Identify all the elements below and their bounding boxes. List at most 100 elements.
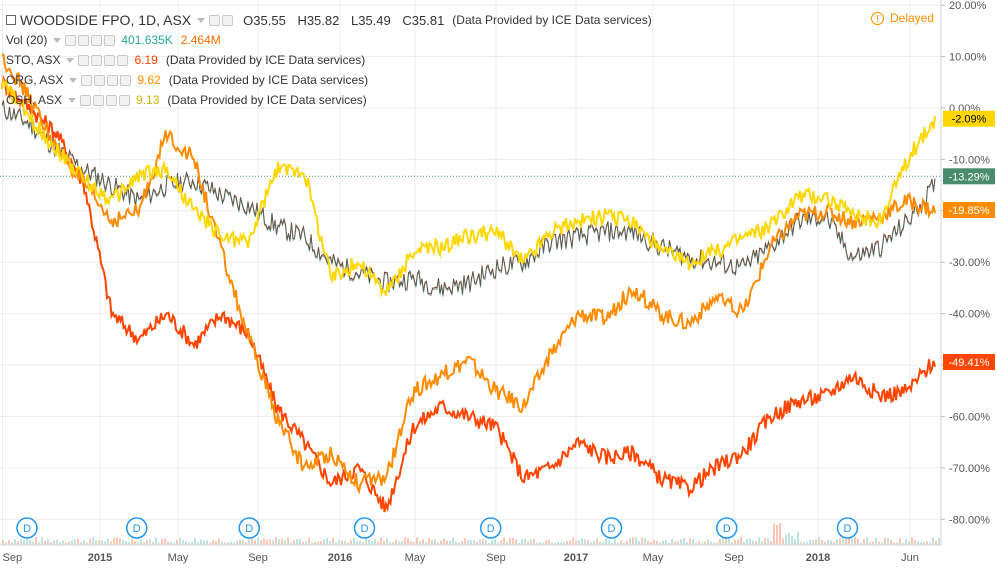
dividend-marker[interactable]: D — [125, 517, 148, 539]
plus-icon[interactable] — [104, 54, 116, 66]
volume-bar — [734, 539, 736, 545]
volume-bar — [593, 540, 595, 545]
volume-bar — [632, 537, 634, 545]
volume-bar — [329, 540, 331, 545]
volume-bar — [122, 539, 124, 545]
close-icon[interactable] — [119, 94, 131, 106]
volume-bar — [320, 541, 322, 545]
volume-bar — [314, 541, 316, 545]
volume-bar — [578, 540, 580, 545]
volume-bar — [671, 539, 673, 545]
x-tick-label: Jun — [901, 552, 919, 564]
close-icon[interactable] — [104, 34, 116, 46]
volume-bar — [152, 542, 154, 545]
volume-bar — [332, 537, 334, 545]
volume-bar — [230, 541, 232, 545]
volume-bar — [437, 542, 439, 545]
y-tick-label: -80.00% — [949, 514, 990, 526]
dividend-label: D — [843, 523, 851, 535]
volume-bar — [248, 539, 250, 545]
chevron-down-icon[interactable] — [66, 57, 75, 63]
chevron-down-icon[interactable] — [68, 97, 77, 103]
volume-bar — [518, 542, 520, 545]
close-icon[interactable] — [117, 54, 129, 66]
y-tick-label: -30.00% — [949, 257, 990, 269]
price-label: -19.85% — [943, 202, 995, 219]
eye-icon[interactable] — [209, 14, 221, 26]
chevron-down-icon[interactable] — [197, 17, 206, 23]
settings-icon[interactable] — [91, 54, 103, 66]
delayed-badge[interactable]: ! Delayed — [871, 11, 934, 25]
close-icon[interactable] — [120, 74, 132, 86]
volume-bar — [206, 540, 208, 545]
volume-bar — [239, 539, 241, 545]
price-label-bg — [943, 168, 995, 185]
volume-bar — [755, 541, 757, 545]
volume-bar — [881, 542, 883, 545]
eye-icon[interactable] — [78, 54, 90, 66]
plus-icon[interactable] — [107, 74, 119, 86]
volume-bar — [89, 538, 91, 545]
settings-icon[interactable] — [93, 94, 105, 106]
price-label-text: -49.41% — [949, 357, 990, 369]
volume-bar — [527, 541, 529, 545]
collapse-icon[interactable] — [6, 15, 16, 25]
volume-bar — [251, 537, 253, 545]
volume-bar — [458, 542, 460, 545]
volume-bar — [149, 539, 151, 545]
comparison-symbol[interactable]: STO, ASX — [6, 53, 61, 67]
eye-icon[interactable] — [81, 74, 93, 86]
dividend-marker[interactable]: D — [479, 517, 502, 539]
volume-bar — [269, 539, 271, 545]
volume-label[interactable]: Vol (20) — [6, 33, 48, 47]
chevron-down-icon[interactable] — [53, 37, 62, 43]
volume-bar — [110, 541, 112, 545]
settings-icon[interactable] — [78, 34, 90, 46]
eye-icon[interactable] — [65, 34, 77, 46]
settings-icon[interactable] — [94, 74, 106, 86]
symbol-title[interactable]: WOODSIDE FPO, 1D, ASX — [20, 12, 192, 28]
dividend-marker[interactable]: D — [715, 517, 738, 539]
plus-icon[interactable] — [106, 94, 118, 106]
volume-bar — [485, 540, 487, 545]
volume-bar — [185, 541, 187, 545]
dividend-marker[interactable]: D — [16, 517, 38, 539]
price-label: -13.29% — [943, 168, 995, 185]
comparison-symbol[interactable]: ORG, ASX — [6, 73, 64, 87]
volume-bar — [515, 539, 517, 545]
dividend-marker[interactable]: D — [238, 517, 260, 539]
plus-icon[interactable] — [91, 34, 103, 46]
volume-bar — [842, 537, 844, 545]
volume-bar — [62, 540, 64, 545]
volume-bar — [50, 541, 52, 545]
volume-bar — [692, 539, 694, 545]
volume-bar — [140, 539, 142, 545]
x-tick-label: Sep — [3, 552, 23, 564]
dividend-label: D — [487, 523, 495, 535]
comparison-controls — [81, 74, 132, 86]
dividend-marker[interactable]: D — [600, 517, 623, 539]
dividend-marker[interactable]: D — [353, 517, 376, 539]
provider-note: (Data Provided by ICE Data services) — [165, 53, 366, 67]
volume-bar — [938, 537, 940, 545]
volume-bar — [704, 541, 706, 545]
volume-bar — [929, 542, 931, 545]
x-tick-label: 2015 — [88, 552, 112, 564]
volume-bar — [803, 541, 805, 545]
volume-bar — [629, 538, 631, 545]
comparison-symbol[interactable]: OSH, ASX — [6, 93, 63, 107]
volume-bar — [65, 542, 67, 545]
eye-icon[interactable] — [80, 94, 92, 106]
settings-icon[interactable] — [222, 14, 234, 26]
volume-bar — [281, 538, 283, 545]
dividend-marker[interactable]: D — [836, 517, 859, 539]
volume-bar — [911, 537, 913, 545]
volume-bar — [617, 542, 619, 545]
chevron-down-icon[interactable] — [69, 77, 78, 83]
volume-bar — [725, 537, 727, 545]
volume-bar — [395, 539, 397, 545]
volume-bar — [326, 538, 328, 545]
volume-bar — [131, 538, 133, 545]
